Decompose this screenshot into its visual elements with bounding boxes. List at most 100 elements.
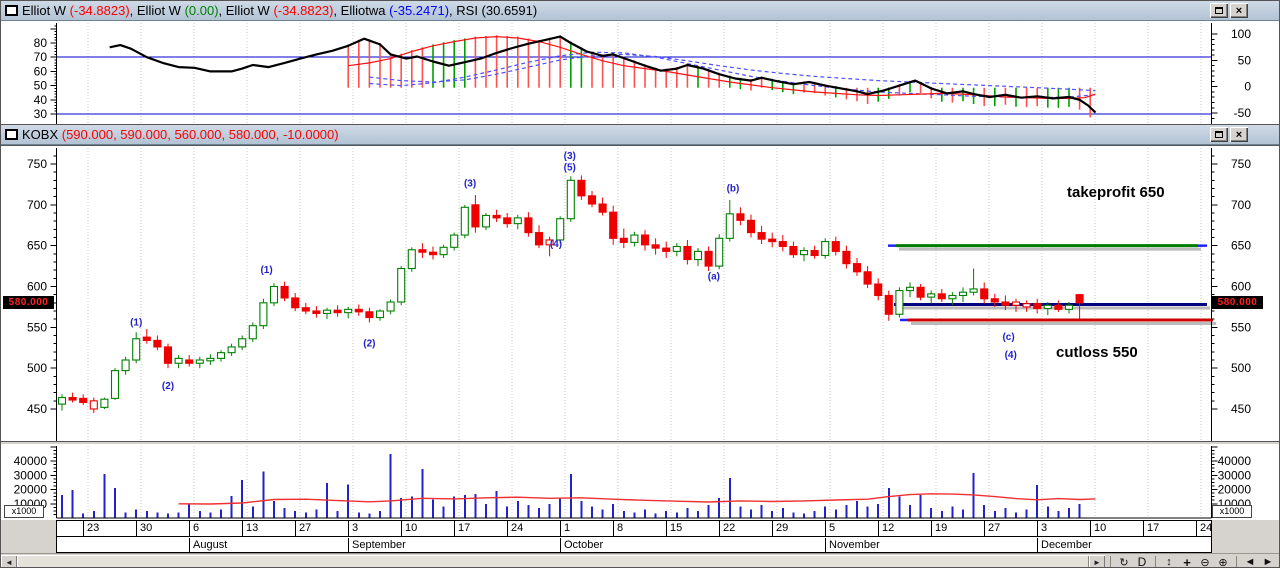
previous-chart-button[interactable]: ◄ — [1244, 556, 1256, 568]
elliott-wave-label: (2) — [162, 381, 174, 392]
svg-text:700: 700 — [27, 198, 47, 212]
pan-crosshair-icon[interactable]: + — [1183, 554, 1191, 568]
svg-text:20000: 20000 — [1218, 483, 1252, 497]
cutloss-annotation: cutloss 550 — [1056, 344, 1138, 361]
scrollbar-thumb[interactable] — [17, 555, 1089, 567]
elliott-wave-label: (4) — [1005, 350, 1017, 361]
periodicity-daily-button[interactable]: D — [1137, 555, 1147, 568]
scrollbar-track[interactable] — [17, 555, 1089, 567]
svg-text:450: 450 — [27, 402, 47, 416]
elliott-wave-label: (b) — [727, 184, 740, 195]
indicator-pane-titlebar[interactable]: Elliot W (-34.8823), Elliot W (0.00), El… — [1, 1, 1279, 21]
svg-text:500: 500 — [27, 361, 47, 375]
week-label-cell: 17 — [1143, 521, 1196, 536]
week-label-cell: 10 — [401, 521, 454, 536]
price-pane-titlebar[interactable]: KOBX (590.000, 590.000, 560.000, 580.000… — [1, 125, 1279, 145]
zoom-in-button[interactable]: ⊕ — [1218, 556, 1228, 568]
maximize-icon — [1215, 7, 1223, 14]
elliotwa-dashed-line-2 — [369, 51, 1096, 99]
svg-text:30: 30 — [34, 107, 48, 121]
title-segment: (-35.2471) — [389, 3, 450, 18]
week-label-cell: 15 — [666, 521, 719, 536]
indicator-pane-title: Elliot W (-34.8823), Elliot W (0.00), El… — [22, 3, 1279, 18]
svg-text:40000: 40000 — [14, 454, 48, 468]
svg-text:50: 50 — [34, 79, 48, 93]
week-label-cell: 24 — [1196, 521, 1211, 536]
elliott-wave-label: (3) — [564, 151, 576, 162]
elliott-wave-label: (a) — [708, 272, 720, 283]
svg-text:40000: 40000 — [1218, 454, 1252, 468]
zoom-out-button[interactable]: ⊖ — [1200, 556, 1210, 568]
svg-text:-50: -50 — [1234, 106, 1252, 120]
svg-text:60: 60 — [34, 64, 48, 78]
title-segment: , Elliot W — [129, 3, 185, 18]
elliott-wave-label: (5) — [564, 162, 576, 173]
week-label-cell: 23 — [83, 521, 136, 536]
last-price-flag-right: 580.000 — [1212, 296, 1263, 309]
svg-text:600: 600 — [1231, 280, 1251, 294]
elliott-wave-label: (1) — [130, 317, 142, 328]
week-label-cell: 10 — [1090, 521, 1143, 536]
svg-text:80: 80 — [34, 36, 48, 50]
horizontal-scrollbar[interactable]: ◄ ► ↻D↕+⊖⊕◄►▤ — [1, 553, 1279, 568]
takeprofit-annotation: takeprofit 650 — [1067, 184, 1165, 201]
scroll-left-button[interactable]: ◄ — [1, 555, 17, 567]
week-label-cell: 27 — [984, 521, 1037, 536]
next-chart-button[interactable]: ► — [1262, 556, 1274, 568]
title-segment: KOBX — [22, 127, 62, 142]
svg-text:650: 650 — [27, 239, 47, 253]
close-button[interactable]: × — [1230, 127, 1248, 142]
price-pane-title: KOBX (590.000, 590.000, 560.000, 580.000… — [22, 127, 1279, 142]
chart-window-icon — [5, 5, 18, 16]
week-label-cell: 29 — [772, 521, 825, 536]
svg-text:20000: 20000 — [14, 483, 48, 497]
maximize-button[interactable] — [1210, 127, 1228, 142]
chart-window-icon — [5, 129, 18, 140]
volume-bars — [61, 453, 1081, 518]
maximize-button[interactable] — [1210, 3, 1228, 18]
week-label-cell: 30 — [136, 521, 189, 536]
week-label-cell: 8 — [613, 521, 666, 536]
volume-unit-label-left: x1000 — [4, 505, 44, 518]
rsi-black-line — [109, 35, 1097, 114]
svg-text:550: 550 — [27, 320, 47, 334]
title-segment: (590.000, 590.000, 560.000, 580.000, -10… — [61, 127, 339, 142]
scroll-right-button[interactable]: ► — [1089, 555, 1105, 567]
week-label-cell: 1 — [560, 521, 613, 536]
vertical-scale-icon[interactable]: ↕ — [1166, 556, 1172, 568]
week-label-cell: 3 — [348, 521, 401, 536]
elliotwa-dashed-line — [369, 53, 1096, 92]
close-button[interactable]: × — [1230, 3, 1248, 18]
title-segment: , RSI (30.6591) — [449, 3, 538, 18]
svg-text:30000: 30000 — [1218, 468, 1252, 482]
toolbar-divider — [1155, 556, 1156, 567]
svg-text:30000: 30000 — [14, 468, 48, 482]
svg-text:450: 450 — [1231, 402, 1251, 416]
svg-text:70: 70 — [34, 50, 48, 64]
month-label-cell: October — [560, 538, 825, 552]
month-label-cell: December — [1037, 538, 1211, 552]
elliott-wave-label: (4) — [550, 239, 562, 250]
week-label-cell: 24 — [507, 521, 560, 536]
svg-text:550: 550 — [1231, 320, 1251, 334]
elliott-wave-label: (2) — [363, 339, 375, 350]
title-segment: (-34.8823) — [273, 3, 334, 18]
volume-ma-line — [178, 493, 1096, 505]
title-segment: (0.00) — [184, 3, 219, 18]
title-segment: , Elliotwa — [333, 3, 390, 18]
maximize-icon — [1215, 131, 1223, 138]
date-axis-rows: 23 30 6 13 27 3 10 17 24 1 8 15 22 29 5 12 19 27 3 10 17 24 A… — [56, 520, 1212, 553]
month-label-cell: August — [189, 538, 348, 552]
month-label-cell: November — [825, 538, 1037, 552]
price-panel-plot[interactable]: (1)(2)(1)(2)(3)(3)(5)(4)(a)(b)(c)(4)750 7… — [1, 145, 1280, 442]
refresh-icon[interactable]: ↻ — [1119, 556, 1129, 568]
svg-text:40: 40 — [34, 93, 48, 107]
title-segment: , Elliot W — [218, 3, 274, 18]
last-price-flag-left: 580.000 — [3, 296, 54, 309]
svg-text:0: 0 — [1244, 80, 1251, 94]
elliott-wave-label: (3) — [464, 179, 476, 190]
svg-text:50: 50 — [1238, 53, 1252, 67]
